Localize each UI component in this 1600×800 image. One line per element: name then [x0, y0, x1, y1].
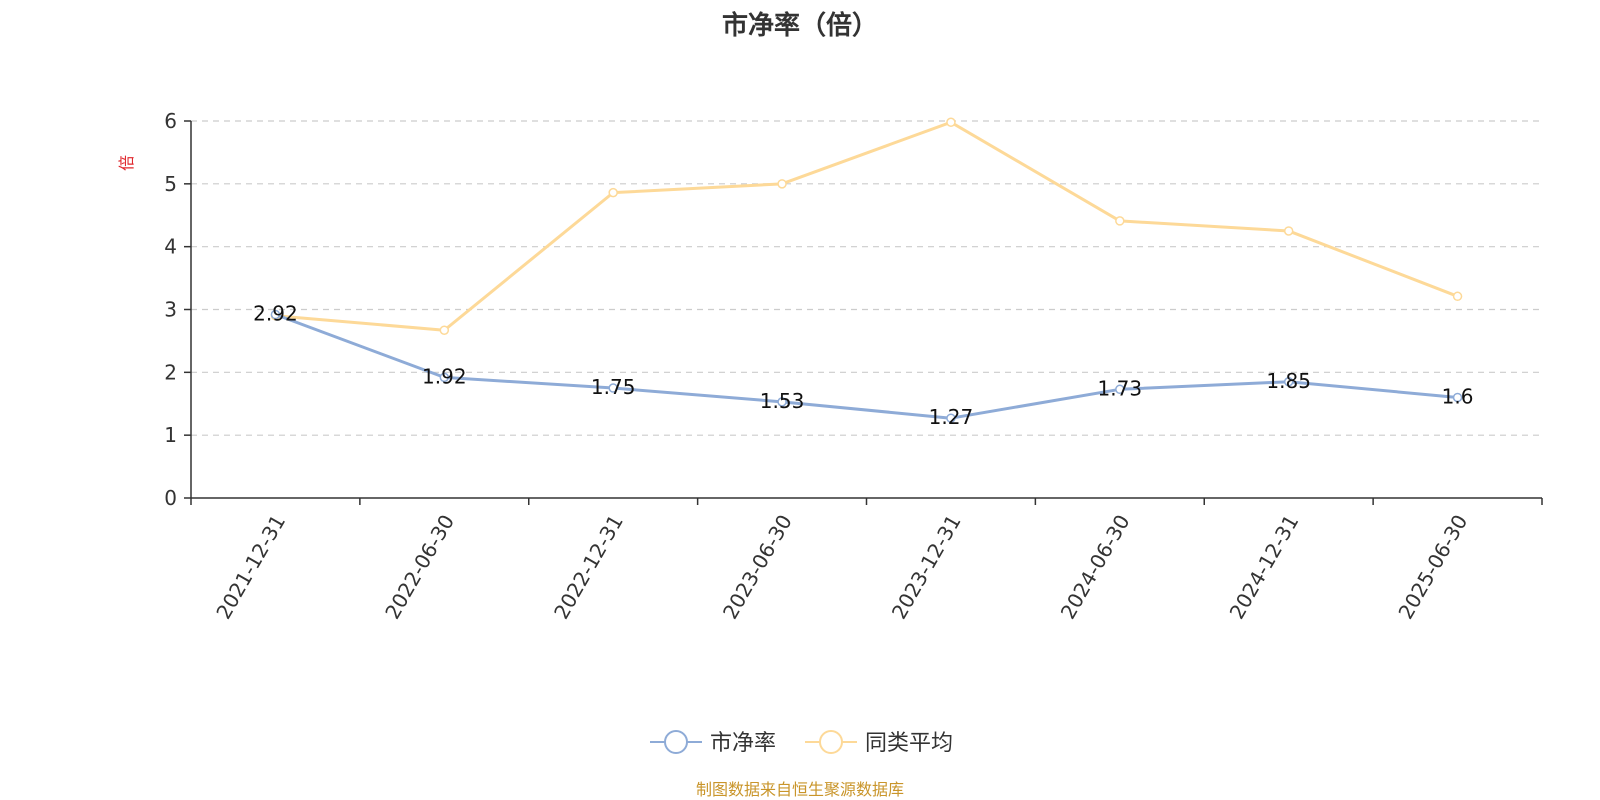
data-label: 2.92 — [253, 302, 298, 326]
data-point — [439, 325, 450, 335]
x-tick-label: 2024-06-30 — [1056, 511, 1135, 624]
legend-marker — [819, 730, 843, 754]
x-tick-label: 2022-06-30 — [380, 511, 459, 624]
x-tick-label: 2021-12-31 — [211, 511, 290, 624]
data-point — [608, 187, 618, 198]
series-lines — [270, 117, 1463, 423]
data-point — [1283, 377, 1294, 387]
data-point — [1283, 226, 1294, 236]
x-tick-label: 2023-06-30 — [718, 511, 797, 624]
y-axis-label: 倍 — [117, 155, 136, 171]
y-tick-label: 4 — [164, 235, 177, 259]
y-tick-label: 0 — [164, 486, 177, 510]
data-point — [777, 179, 787, 189]
data-point — [946, 413, 956, 423]
chart-title: 市净率（倍） — [722, 10, 878, 41]
data-point — [1452, 291, 1463, 302]
data-point — [777, 397, 787, 407]
x-tick-label: 2023-12-31 — [887, 511, 966, 624]
data-point — [946, 117, 956, 128]
y-tick-label: 2 — [164, 360, 177, 384]
legend: 市净率 同类平均 — [650, 730, 953, 756]
series-line — [275, 120, 1459, 332]
axes: 0 1 2 3 4 5 6 2021-12-31 2022-06-30 2022-12-31 202… — [164, 109, 1543, 624]
x-tick-label: 2022-12-31 — [549, 511, 628, 624]
data-label: 1.75 — [591, 375, 636, 399]
series-line — [274, 313, 1458, 420]
y-tick-label: 1 — [164, 423, 177, 447]
data-label: 1.27 — [929, 405, 974, 429]
data-point — [270, 309, 281, 320]
legend-label: 市净率 — [710, 731, 776, 756]
data-point — [439, 372, 450, 383]
y-tick-label: 6 — [164, 109, 177, 133]
data-point — [1115, 384, 1125, 395]
x-tick-label: 2025-06-30 — [1393, 511, 1472, 624]
data-point — [1115, 216, 1125, 226]
legend-label: 同类平均 — [865, 731, 953, 756]
legend-marker — [664, 730, 688, 754]
data-label: 1.85 — [1266, 369, 1311, 393]
data-label: 1.6 — [1442, 384, 1474, 408]
data-point — [1452, 392, 1463, 403]
grid-lines — [191, 120, 1542, 436]
source-footnote: 制图数据来自恒生聚源数据库 — [696, 780, 904, 799]
data-label: 1.53 — [760, 389, 805, 413]
y-tick-label: 5 — [164, 172, 177, 196]
data-label: 1.92 — [422, 364, 467, 388]
data-label: 1.73 — [1098, 376, 1143, 400]
data-labels: 2.92 1.92 1.75 1.53 1.27 1.73 1.85 1.6 — [253, 302, 1473, 430]
x-tick-label: 2024-12-31 — [1225, 511, 1304, 624]
y-tick-label: 3 — [164, 298, 177, 322]
data-point — [608, 383, 618, 393]
